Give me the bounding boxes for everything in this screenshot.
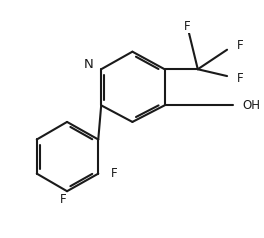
Text: F: F — [237, 39, 243, 52]
Text: F: F — [111, 167, 117, 180]
Text: N: N — [84, 58, 93, 71]
Text: OH: OH — [243, 99, 261, 112]
Text: F: F — [237, 72, 243, 84]
Text: F: F — [60, 193, 67, 207]
Text: F: F — [184, 20, 190, 33]
